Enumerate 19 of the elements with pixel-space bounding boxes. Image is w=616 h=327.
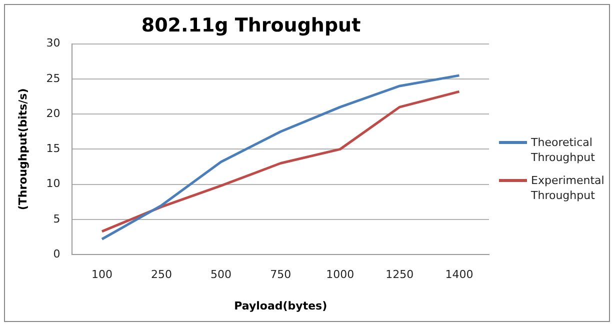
y-tick-label: 10 bbox=[46, 177, 60, 190]
x-tick-label: 500 bbox=[210, 268, 232, 282]
legend-label: Theoretical Throughput bbox=[531, 135, 596, 165]
x-tick-label: 100 bbox=[91, 268, 112, 282]
x-tick-label: 1000 bbox=[326, 268, 354, 282]
y-tick-label: 0 bbox=[53, 247, 60, 260]
chart-title: 802.11g Throughput bbox=[141, 14, 361, 36]
y-tick-label: 5 bbox=[53, 212, 60, 226]
x-tick-label: 250 bbox=[151, 268, 172, 282]
y-tick-label: 15 bbox=[46, 142, 60, 156]
y-axis-title: (Throughput(bits/s) bbox=[16, 88, 30, 210]
y-tick-label: 20 bbox=[46, 106, 60, 120]
legend-label: Experimental Throughput bbox=[531, 173, 606, 203]
y-tick-label: 30 bbox=[46, 36, 60, 50]
y-tick-label: 25 bbox=[46, 72, 60, 85]
x-tick-label: 1250 bbox=[386, 268, 414, 282]
x-tick-label: 750 bbox=[270, 268, 292, 282]
x-axis-title: Payload(bytes) bbox=[234, 299, 328, 312]
x-tick-label: 1400 bbox=[445, 268, 474, 282]
